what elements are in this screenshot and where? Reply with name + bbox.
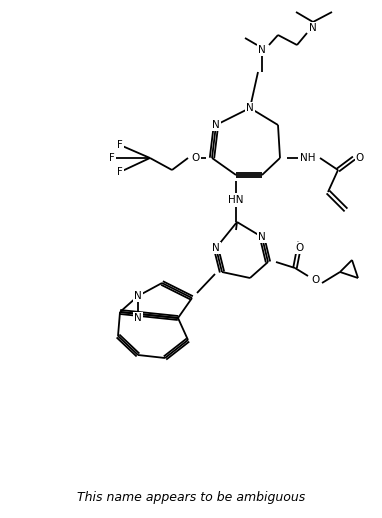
Text: N: N	[246, 103, 254, 113]
Text: N: N	[212, 243, 220, 253]
Text: N: N	[309, 23, 317, 33]
Text: F: F	[117, 167, 123, 177]
Text: N: N	[258, 45, 266, 55]
Text: O: O	[296, 243, 304, 253]
Text: N: N	[212, 120, 220, 130]
Text: N: N	[258, 232, 266, 242]
Text: NH: NH	[300, 153, 316, 163]
Text: O: O	[191, 153, 199, 163]
Text: N: N	[134, 313, 142, 323]
Text: O: O	[311, 275, 319, 285]
Text: HN: HN	[228, 195, 244, 205]
Text: This name appears to be ambiguous: This name appears to be ambiguous	[77, 492, 305, 505]
Text: F: F	[109, 153, 115, 163]
Text: N: N	[134, 291, 142, 301]
Text: O: O	[356, 153, 364, 163]
Text: F: F	[117, 140, 123, 150]
